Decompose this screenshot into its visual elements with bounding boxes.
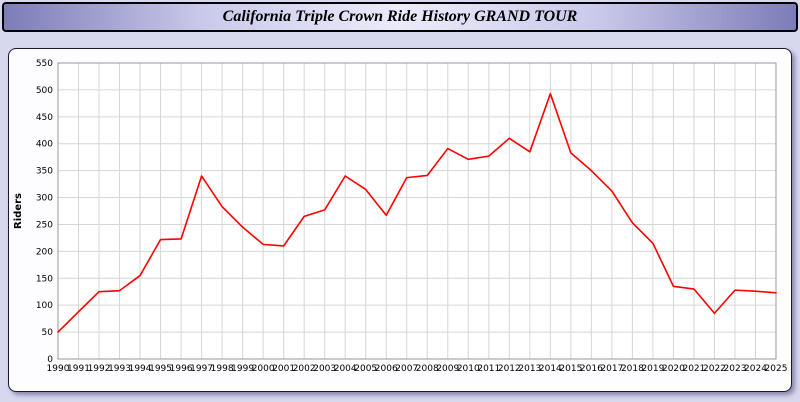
svg-text:0: 0 (47, 355, 53, 365)
svg-text:2000: 2000 (252, 364, 275, 374)
svg-text:400: 400 (36, 140, 53, 150)
svg-text:2019: 2019 (641, 364, 664, 374)
svg-text:2011: 2011 (477, 364, 500, 374)
svg-text:2005: 2005 (354, 364, 377, 374)
svg-text:2002: 2002 (293, 364, 316, 374)
svg-text:300: 300 (36, 194, 53, 204)
svg-text:2007: 2007 (395, 364, 418, 374)
page-title-bar: California Triple Crown Ride History GRA… (2, 2, 798, 32)
svg-text:2001: 2001 (272, 364, 295, 374)
ride-history-line-chart: 0 50 100 150 200 250 300 350 400 450 500 550 1990 199… (10, 50, 790, 390)
svg-text:2021: 2021 (682, 364, 705, 374)
svg-text:2012: 2012 (498, 364, 521, 374)
svg-text:2008: 2008 (416, 364, 439, 374)
svg-text:2009: 2009 (436, 364, 459, 374)
svg-text:2025: 2025 (765, 364, 788, 374)
svg-text:1993: 1993 (108, 364, 131, 374)
svg-text:2010: 2010 (457, 364, 480, 374)
svg-text:2023: 2023 (724, 364, 747, 374)
page-title: California Triple Crown Ride History GRA… (222, 8, 578, 25)
svg-text:100: 100 (36, 301, 53, 311)
svg-text:2016: 2016 (580, 364, 603, 374)
svg-text:1997: 1997 (190, 364, 213, 374)
svg-text:Riders: Riders (13, 193, 24, 229)
svg-text:1999: 1999 (231, 364, 254, 374)
svg-text:2020: 2020 (662, 364, 685, 374)
svg-text:2022: 2022 (703, 364, 726, 374)
svg-text:150: 150 (36, 274, 53, 284)
svg-text:1990: 1990 (47, 364, 70, 374)
svg-text:450: 450 (36, 113, 53, 123)
svg-text:2004: 2004 (334, 364, 357, 374)
svg-text:350: 350 (36, 167, 53, 177)
chart-panel: 0 50 100 150 200 250 300 350 400 450 500 550 1990 199… (8, 48, 792, 392)
svg-text:50: 50 (42, 328, 54, 338)
svg-text:2024: 2024 (744, 364, 767, 374)
svg-text:250: 250 (36, 220, 53, 230)
svg-text:1998: 1998 (211, 364, 234, 374)
svg-text:1991: 1991 (67, 364, 90, 374)
svg-text:550: 550 (36, 59, 53, 69)
svg-text:1996: 1996 (170, 364, 193, 374)
svg-text:2006: 2006 (375, 364, 398, 374)
svg-text:2018: 2018 (621, 364, 644, 374)
svg-text:200: 200 (36, 247, 53, 257)
svg-text:2013: 2013 (518, 364, 541, 374)
svg-text:1994: 1994 (129, 364, 152, 374)
svg-text:500: 500 (36, 86, 53, 96)
svg-text:2003: 2003 (313, 364, 336, 374)
svg-text:1992: 1992 (88, 364, 111, 374)
svg-text:2015: 2015 (559, 364, 582, 374)
svg-text:1995: 1995 (149, 364, 172, 374)
svg-text:2014: 2014 (539, 364, 562, 374)
svg-text:2017: 2017 (600, 364, 623, 374)
